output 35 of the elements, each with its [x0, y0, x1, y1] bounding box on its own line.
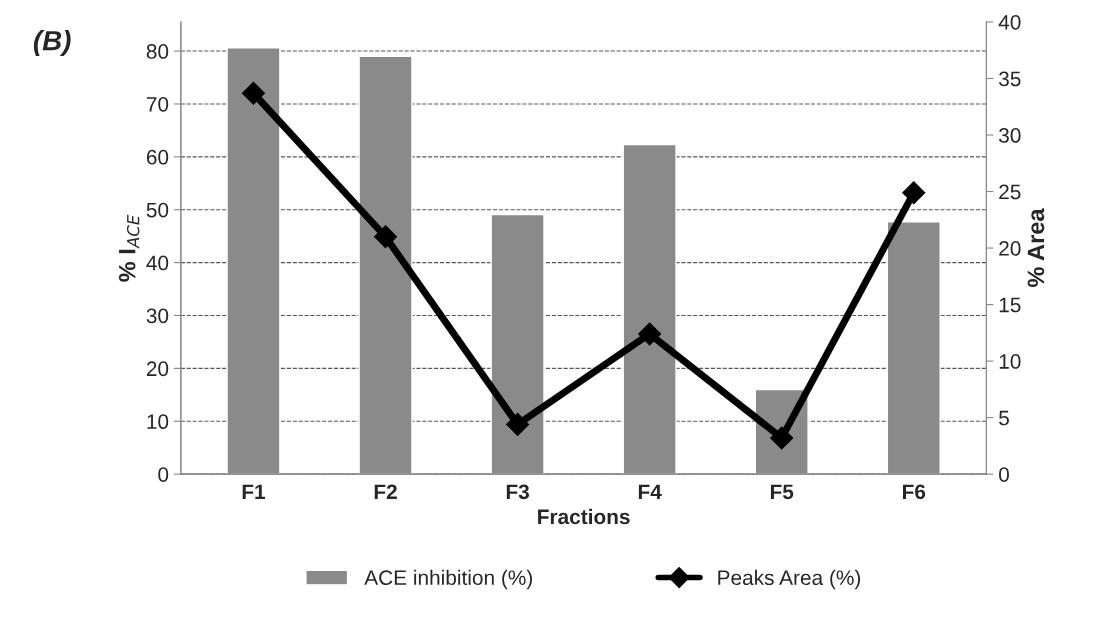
y2-tick-label: 30	[999, 128, 1021, 143]
point	[374, 225, 398, 249]
y2-tick-label: 25	[999, 184, 1021, 200]
point	[902, 181, 926, 205]
y2-tick-label: 15	[999, 297, 1021, 313]
x-axis-title: Fractions	[538, 508, 630, 525]
y2-tick-label: 0	[999, 467, 1009, 482]
y-tick-label: 50	[146, 202, 169, 218]
x-tick-label: F1	[242, 484, 266, 499]
y2-tick-label: 20	[999, 241, 1021, 256]
x-tick-label: F3	[506, 484, 529, 500]
y2-tick-label: 5	[999, 410, 1009, 426]
point	[241, 81, 265, 105]
y-axis-title: % I$_{ACE}$	[118, 214, 140, 282]
point	[506, 412, 530, 436]
legend-label: Peaks Area (%)	[718, 569, 861, 590]
point	[638, 322, 662, 346]
text: (B)	[33, 30, 71, 56]
y-tick-label: 80	[146, 44, 169, 59]
y2-axis-title: % Area	[1027, 208, 1045, 288]
x-tick-label: F5	[770, 484, 794, 500]
y-tick-label: 30	[146, 308, 169, 324]
x-tick-label: F2	[374, 484, 397, 499]
x-tick-label: F4	[638, 484, 662, 499]
y-tick-label: 10	[147, 414, 169, 430]
y2-tick-label: 10	[999, 354, 1021, 369]
y-tick-label: 60	[146, 149, 169, 165]
y2-tick-label: 40	[998, 14, 1021, 30]
y-tick-label: 0	[158, 467, 169, 482]
y-tick-label: 40	[146, 255, 169, 271]
y-tick-label: 70	[146, 96, 169, 112]
y2-tick-label: 35	[999, 71, 1021, 87]
legend-label: ACE inhibition (%)	[364, 569, 532, 590]
y-tick-label: 20	[146, 361, 169, 377]
x-tick-label: F6	[903, 484, 926, 500]
